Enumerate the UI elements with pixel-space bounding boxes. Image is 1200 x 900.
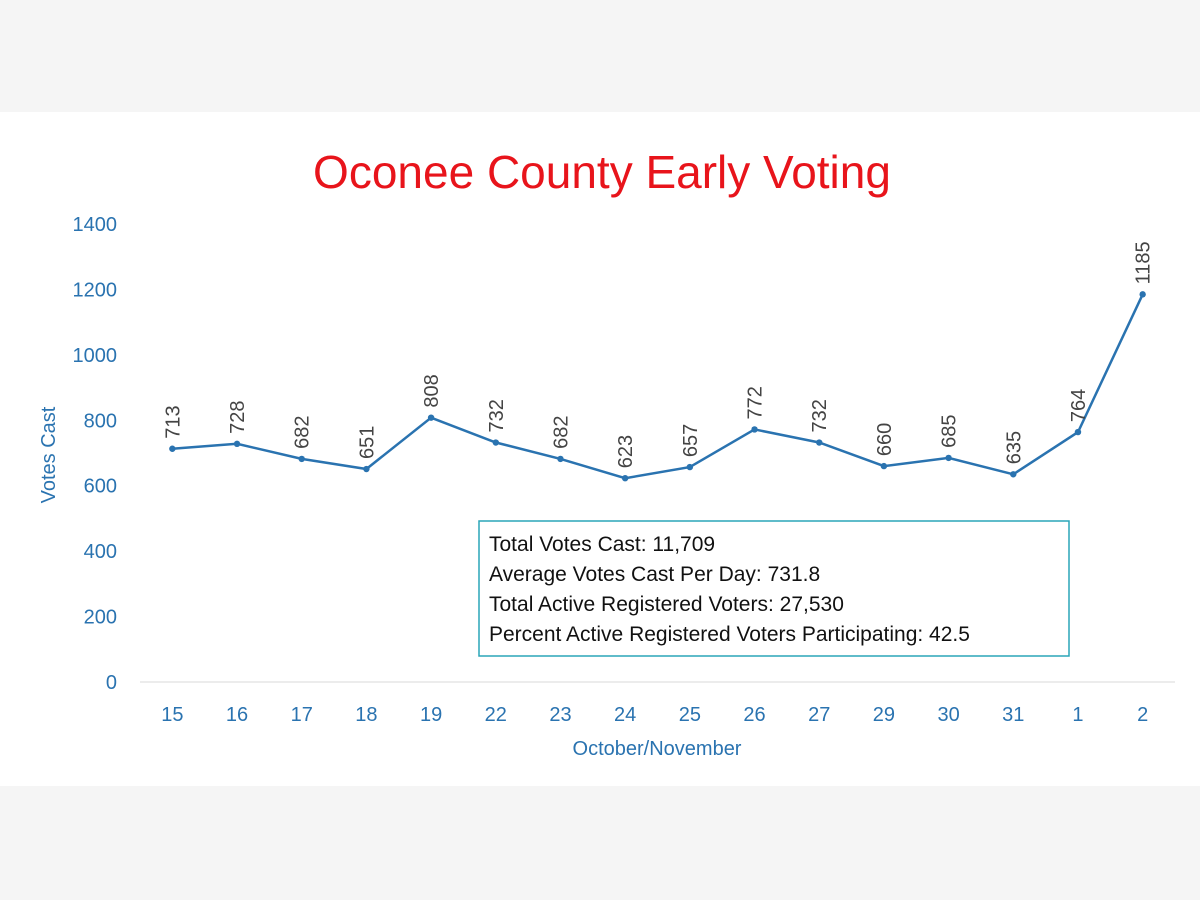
info-registered-voters: Total Active Registered Voters: 27,530: [489, 593, 844, 616]
data-points: [169, 291, 1146, 482]
data-point: [686, 463, 694, 471]
info-box: Total Votes Cast: 11,709 Average Votes C…: [478, 520, 1070, 657]
info-percent-participating: Percent Active Registered Voters Partici…: [489, 623, 970, 646]
series-line: [172, 293, 1144, 480]
x-tick-label: 15: [161, 704, 183, 726]
data-labels: 713 728 682 651 808 732 682 623 657 772 732 660 685 6…: [162, 241, 1154, 468]
data-label: 808: [421, 374, 443, 407]
data-point: [169, 445, 176, 452]
y-tick-label: 1200: [73, 279, 118, 301]
data-point: [621, 474, 629, 482]
data-label: 660: [874, 423, 896, 456]
x-tick-label: 23: [549, 704, 571, 726]
x-tick-label: 24: [614, 704, 636, 726]
x-tick-label: 26: [743, 704, 765, 726]
y-tick-label: 0: [106, 672, 117, 694]
y-tick-label: 1400: [73, 214, 118, 236]
data-point: [880, 462, 888, 470]
x-axis-label: October/November: [573, 738, 742, 760]
chart-panel: [0, 112, 1200, 786]
y-axis-label: Votes Cast: [38, 406, 60, 503]
data-point: [1010, 471, 1017, 478]
info-box-border: [478, 520, 1070, 657]
data-label: 1185: [1133, 241, 1155, 284]
y-tick-label: 200: [84, 607, 117, 629]
data-point: [492, 439, 499, 446]
y-axis-ticks: 0 200 400 600 800 1000 1200 1400: [73, 214, 118, 694]
data-label: 732: [486, 399, 508, 432]
x-tick-label: 17: [291, 704, 313, 726]
data-label: 685: [939, 415, 961, 448]
data-label: 732: [809, 399, 831, 432]
data-point: [1139, 291, 1146, 298]
info-total-votes: Total Votes Cast: 11,709: [489, 533, 715, 556]
data-point: [298, 455, 305, 463]
data-label: 713: [162, 405, 184, 438]
data-point: [945, 454, 952, 462]
data-label: 772: [745, 386, 767, 419]
x-tick-label: 2: [1137, 704, 1148, 726]
x-axis-ticks: 15 16 17 18 19 22 23 24 25 26 27 29 30 31 1 2: [161, 704, 1148, 726]
y-tick-label: 600: [84, 476, 117, 498]
chart-title: Oconee County Early Voting: [313, 146, 891, 198]
data-point: [363, 465, 370, 473]
data-label: 764: [1068, 389, 1090, 422]
x-tick-label: 22: [485, 704, 507, 726]
x-tick-label: 25: [679, 704, 701, 726]
x-tick-label: 1: [1072, 704, 1083, 726]
data-point: [751, 426, 758, 433]
x-tick-label: 27: [808, 704, 830, 726]
data-label: 657: [680, 424, 702, 457]
data-label: 682: [550, 416, 572, 449]
data-point: [557, 455, 564, 463]
data-point: [1074, 428, 1082, 436]
data-point: [816, 439, 823, 446]
y-tick-label: 400: [84, 541, 117, 563]
data-label: 635: [1003, 431, 1025, 464]
data-label: 682: [292, 416, 314, 449]
x-tick-label: 30: [937, 704, 959, 726]
data-label: 623: [615, 435, 637, 468]
x-tick-label: 19: [420, 704, 442, 726]
data-point: [233, 440, 241, 448]
data-label: 728: [227, 400, 249, 433]
x-tick-label: 29: [873, 704, 895, 726]
x-tick-label: 16: [226, 704, 248, 726]
y-tick-label: 1000: [73, 345, 118, 367]
x-tick-label: 31: [1002, 704, 1024, 726]
y-tick-label: 800: [84, 410, 117, 432]
data-point: [427, 414, 435, 421]
x-tick-label: 18: [355, 704, 377, 726]
info-average-votes: Average Votes Cast Per Day: 731.8: [489, 563, 820, 586]
data-label: 651: [356, 426, 378, 459]
